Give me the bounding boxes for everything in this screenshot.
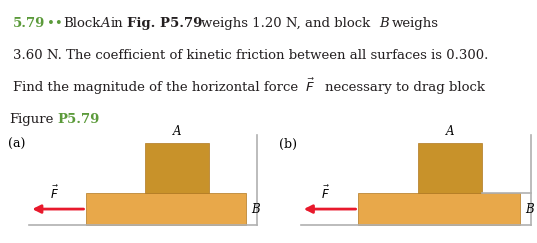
Text: P5.79: P5.79 [57, 113, 100, 126]
Text: 3.60 N. The coefficient of kinetic friction between all surfaces is 0.300.: 3.60 N. The coefficient of kinetic frict… [13, 49, 489, 62]
Text: A: A [100, 17, 110, 30]
Text: B: B [380, 17, 389, 30]
Text: weighs: weighs [391, 17, 439, 30]
Text: B: B [525, 203, 534, 216]
Bar [146, 143, 209, 193]
Text: Fig. P5.79: Fig. P5.79 [127, 17, 202, 30]
Text: 5.79: 5.79 [13, 17, 46, 30]
Text: necessary to drag block: necessary to drag block [325, 81, 485, 94]
Text: $\vec{F}$: $\vec{F}$ [321, 185, 330, 202]
Text: B: B [251, 203, 260, 216]
Text: (a): (a) [8, 138, 25, 151]
Text: A: A [446, 125, 454, 138]
Text: (b): (b) [279, 138, 297, 151]
Text: $\vec{F}$: $\vec{F}$ [306, 78, 315, 95]
Text: A: A [173, 125, 182, 138]
Text: weighs 1.20 N, and block: weighs 1.20 N, and block [201, 17, 371, 30]
Text: ••: •• [47, 17, 63, 30]
Text: $\vec{F}$: $\vec{F}$ [49, 185, 59, 202]
Text: in: in [110, 17, 123, 30]
Text: Block: Block [63, 17, 100, 30]
Text: Figure: Figure [9, 113, 54, 126]
Bar [86, 193, 246, 225]
Bar [359, 193, 520, 225]
Bar [418, 143, 482, 193]
Text: Find the magnitude of the horizontal force: Find the magnitude of the horizontal for… [13, 81, 299, 94]
